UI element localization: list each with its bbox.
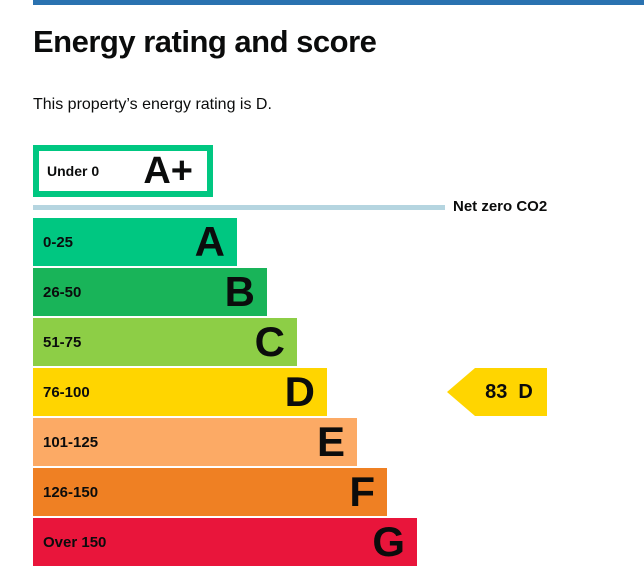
current-rating-pointer: 83 D [447,368,547,416]
band-b: 26-50 B [33,268,267,316]
band-d-range: 76-100 [43,383,90,401]
band-a-plus: Under 0 A+ [33,145,213,197]
net-zero-label: Net zero CO2 [453,198,548,215]
band-b-range: 26-50 [43,283,82,301]
band-c-letter: C [254,318,285,365]
page-title: Energy rating and score [33,24,377,59]
band-d-letter: D [284,368,315,415]
band-g: Over 150 G [33,518,417,566]
band-a-range: 0-25 [43,233,74,251]
band-f-letter: F [349,468,375,515]
band-a: 0-25 A [33,218,237,266]
band-e-range: 101-125 [43,433,99,451]
band-b-letter: B [224,268,255,315]
band-a-letter: A [194,218,225,265]
band-g-range: Over 150 [43,533,107,551]
band-c: 51-75 C [33,318,297,366]
band-e: 101-125 E [33,418,357,466]
band-f: 126-150 F [33,468,387,516]
top-accent-bar [33,0,644,5]
band-d: 76-100 D [33,368,327,416]
band-a-plus-letter: A+ [143,150,193,192]
band-g-letter: G [372,518,405,565]
band-c-range: 51-75 [43,333,82,351]
band-e-letter: E [316,418,345,465]
current-rating-score: 83 [485,380,508,403]
net-zero-line [33,205,445,210]
band-a-plus-range: Under 0 [47,163,100,179]
band-f-range: 126-150 [43,483,99,501]
property-rating-text: This property’s energy rating is D. [33,96,272,113]
current-rating-grade: D [518,380,533,403]
